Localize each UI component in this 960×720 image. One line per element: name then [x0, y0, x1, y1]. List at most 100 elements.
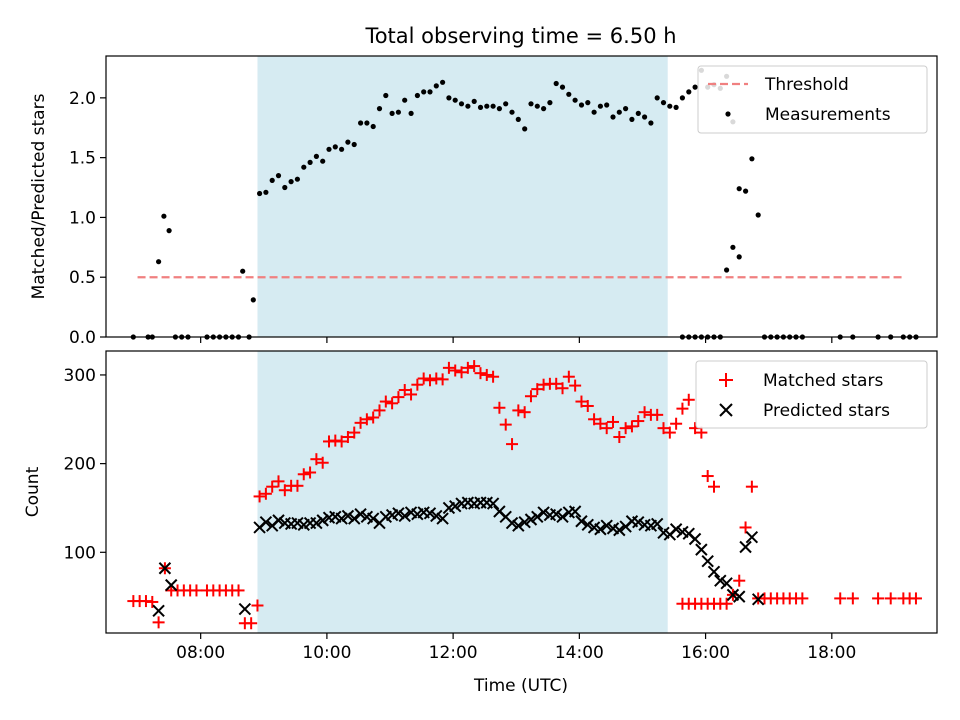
matched-star-point: [146, 595, 159, 608]
measurement-point: [465, 103, 471, 109]
bottom-panel: 100 200 300 08:00 10:00 12:00 14:00 16:00 18:00…: [23, 350, 938, 696]
bottom-observing-span: [257, 351, 668, 633]
measurement-point: [364, 120, 370, 126]
measurement-point: [541, 106, 547, 112]
matched-star-point: [367, 411, 380, 424]
predicted-star-point: [531, 510, 544, 524]
predicted-star-point: [430, 509, 443, 523]
bottom-x-axis: 08:00 10:00 12:00 14:00 16:00 18:00: [176, 633, 856, 663]
matched-star-point: [676, 402, 689, 415]
matched-star-point: [556, 382, 569, 395]
x-axis-label: Time (UTC): [473, 676, 568, 696]
predicted-star-point: [165, 578, 178, 592]
measurement-point: [446, 95, 452, 101]
matched-star-point: [562, 370, 575, 383]
measurement-point: [402, 97, 408, 103]
measurement-point: [730, 244, 736, 250]
measurement-point: [648, 120, 654, 126]
matched-star-point: [423, 374, 436, 387]
predicted-star-point: [581, 518, 594, 532]
y-tick-label: 2.0: [69, 89, 96, 109]
measurement-point: [282, 184, 288, 191]
measurement-point: [547, 100, 553, 106]
bottom-y-axis: 100 200 300: [64, 366, 106, 563]
matched-star-point: [335, 435, 348, 448]
x-tick-label: 12:00: [429, 643, 478, 663]
measurement-point: [275, 173, 282, 179]
matched-star-point: [581, 399, 594, 412]
predicted-star-point: [524, 513, 538, 526]
legend-threshold-label: Threshold: [764, 75, 849, 95]
matched-star-point: [518, 406, 531, 419]
matched-star-point: [745, 480, 758, 493]
matched-star-point: [524, 390, 537, 403]
matched-star-point: [232, 584, 245, 597]
bottom-legend: Matched stars Predicted stars: [695, 360, 928, 429]
matched-star-point: [411, 378, 424, 391]
matched-star-point: [834, 592, 847, 605]
matched-star-point: [341, 431, 354, 444]
top-x-ticks: [200, 337, 833, 343]
matched-star-point: [417, 372, 430, 385]
predicted-star-point: [739, 540, 752, 554]
measurement-point: [736, 186, 742, 192]
measurement-point: [654, 95, 660, 101]
predicted-star-point: [600, 519, 613, 532]
predicted-star-point: [688, 532, 702, 546]
x-tick-label: 16:00: [681, 643, 730, 663]
bottom-plot-frame: [105, 350, 938, 634]
matched-star-point: [663, 426, 676, 439]
matched-star-point: [638, 406, 651, 419]
measurement-point: [597, 103, 604, 109]
matched-star-point: [493, 401, 506, 414]
predicted-star-point: [449, 499, 462, 513]
matched-star-point: [739, 521, 752, 534]
measurement-point: [351, 141, 357, 148]
measurement-point: [433, 83, 439, 89]
matched-star-point: [846, 592, 859, 605]
measurement-point: [408, 110, 414, 116]
measurement-point: [427, 89, 433, 95]
measurement-point: [389, 110, 395, 116]
matched-star-point: [386, 397, 399, 410]
top-legend-box: [697, 65, 928, 134]
measurement-point: [534, 103, 540, 109]
predicted-star-point: [518, 515, 531, 529]
measurement-point: [395, 109, 401, 115]
predicted-star-point: [505, 516, 519, 530]
matched-star-point: [251, 599, 264, 612]
matched-star-point: [449, 364, 462, 377]
legend-predicted-swatch: [719, 403, 733, 417]
matched-star-point: [373, 404, 386, 417]
matched-star-point: [152, 616, 165, 629]
measurement-point: [736, 254, 742, 260]
measurement-point: [313, 153, 319, 159]
measurement-point: [421, 89, 427, 95]
predicted-star-point: [751, 593, 765, 606]
measurement-point: [635, 110, 641, 116]
matched-star-point: [733, 574, 746, 587]
legend-predicted-label: Predicted stars: [763, 401, 890, 421]
top-legend: Threshold Measurements: [697, 65, 928, 134]
legend-matched-label: Matched stars: [763, 371, 883, 391]
top-observing-span: [257, 56, 668, 337]
matched-star-point: [588, 413, 601, 426]
matched-star-point: [632, 415, 645, 428]
measurement-point: [673, 104, 679, 110]
predicted-stars-series: [152, 496, 765, 618]
matched-stars-series: [127, 360, 922, 630]
predicted-star-point: [701, 554, 714, 568]
measurement-point: [623, 106, 629, 112]
matched-star-point: [575, 395, 588, 408]
predicted-star-point: [733, 590, 746, 603]
measurement-point: [642, 114, 648, 120]
measurement-point: [166, 228, 172, 234]
measurement-point: [339, 146, 345, 152]
measurement-point: [629, 116, 635, 122]
matched-star-point: [512, 404, 525, 417]
matched-star-point: [625, 420, 638, 433]
x-tick-label: 18:00: [807, 643, 856, 663]
measurement-point: [692, 84, 698, 90]
matched-star-point: [436, 373, 449, 386]
